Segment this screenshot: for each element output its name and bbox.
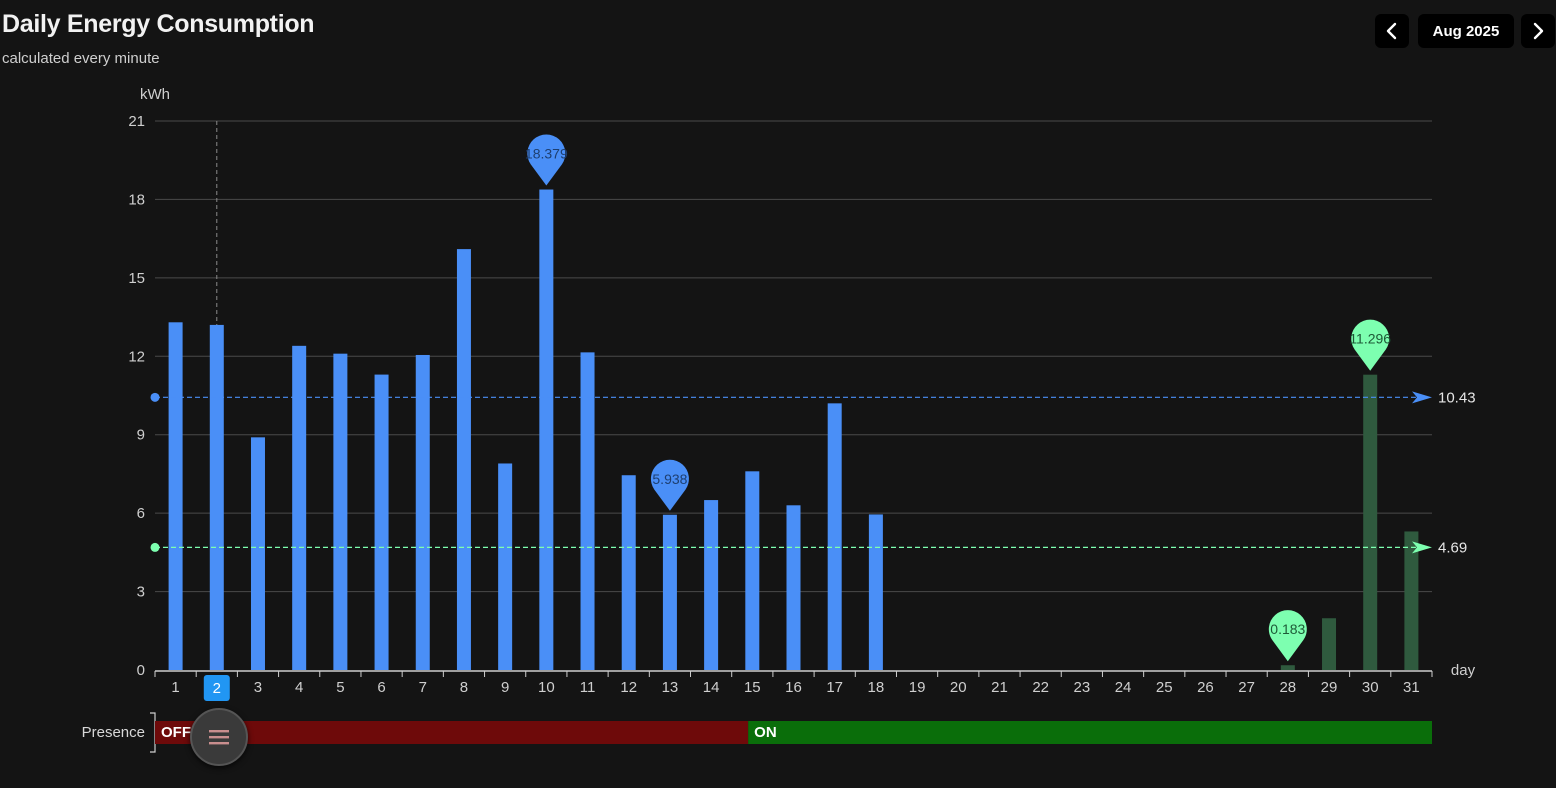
average-value-label: 10.43: [1438, 389, 1476, 406]
bar: [498, 463, 513, 670]
y-tick-label: 0: [137, 662, 145, 679]
x-tick-label: 30: [1362, 679, 1379, 696]
x-tick-label: 14: [703, 679, 720, 696]
bar: [786, 505, 801, 670]
bar: [168, 322, 183, 670]
marker-label: 0.183: [1270, 621, 1305, 637]
x-tick-label: 3: [254, 679, 262, 696]
x-tick-label: 15: [744, 679, 761, 696]
x-tick-label: 11: [580, 679, 596, 696]
y-tick-label: 21: [128, 113, 145, 130]
x-tick-label: 10: [538, 679, 555, 696]
average-line-arrow: [1412, 541, 1432, 554]
extreme-marker: 11.296: [1349, 319, 1391, 371]
selected-day-badge: [203, 675, 230, 701]
x-tick-label: 17: [826, 679, 843, 696]
bar: [209, 324, 224, 670]
bar: [415, 354, 430, 670]
x-tick-label: 19: [909, 679, 926, 696]
y-axis-label: kWh: [140, 86, 170, 103]
x-tick-label: 29: [1321, 679, 1338, 696]
y-tick-label: 3: [137, 584, 145, 601]
extreme-marker: 0.183: [1268, 610, 1307, 662]
x-tick-label: 12: [620, 679, 637, 696]
average-line-arrow: [1412, 391, 1432, 404]
prev-month-button[interactable]: [1375, 14, 1409, 48]
x-tick-label: 9: [501, 679, 509, 696]
y-tick-label: 6: [137, 505, 145, 522]
bar: [745, 471, 760, 670]
x-tick-label: 18: [868, 679, 885, 696]
marker-label: 18.379: [525, 146, 568, 162]
x-tick-label: 23: [1074, 679, 1091, 696]
bar: [1322, 618, 1337, 670]
x-tick-label: 28: [1279, 679, 1296, 696]
presence-state-label: OFF: [161, 724, 191, 741]
x-tick-label: 2: [213, 680, 221, 697]
x-tick-label: 5: [336, 679, 344, 696]
y-tick-label: 12: [128, 348, 145, 365]
extreme-marker: 18.379: [525, 134, 568, 186]
bar: [704, 500, 719, 670]
x-tick-label: 24: [1115, 679, 1132, 696]
bar: [1280, 665, 1295, 670]
bar: [1404, 531, 1419, 670]
marker-pin: [1268, 610, 1307, 662]
marker-label: 5.938: [652, 471, 687, 487]
next-month-button[interactable]: [1521, 14, 1555, 48]
bar: [868, 514, 883, 670]
bar: [456, 249, 471, 670]
x-tick-label: 4: [295, 679, 303, 696]
presence-label: Presence: [82, 724, 145, 741]
presence-segment: [155, 721, 749, 744]
x-tick-label: 1: [171, 679, 179, 696]
marker-pin: [527, 134, 566, 186]
presence-segment: [748, 721, 1432, 744]
x-tick-label: 27: [1238, 679, 1255, 696]
bar: [662, 514, 677, 670]
average-value-label: 4.69: [1438, 539, 1467, 556]
x-tick-label: 16: [785, 679, 802, 696]
bar: [250, 437, 265, 670]
bar: [621, 475, 636, 670]
presence-state-label: ON: [754, 724, 777, 741]
x-tick-label: 22: [1032, 679, 1049, 696]
extreme-marker: 5.938: [650, 459, 689, 511]
page-title: Daily Energy Consumption: [2, 10, 315, 38]
menu-icon: [209, 730, 229, 745]
bar: [333, 353, 348, 670]
x-tick-label: 25: [1156, 679, 1173, 696]
x-tick-label: 20: [950, 679, 967, 696]
bar: [539, 189, 554, 670]
x-tick-label: 8: [460, 679, 468, 696]
bar: [292, 345, 307, 670]
chevron-right-icon: [1533, 22, 1544, 40]
x-tick-label: 26: [1197, 679, 1214, 696]
bar: [374, 374, 389, 670]
y-tick-label: 15: [128, 270, 145, 287]
presence-bracket: [150, 712, 156, 753]
bar: [827, 403, 842, 670]
month-selector[interactable]: Aug 2025: [1418, 14, 1514, 48]
bar: [580, 352, 595, 670]
marker-pin: [1351, 319, 1390, 371]
x-tick-label: 21: [991, 679, 1008, 696]
page-subtitle: calculated every minute: [2, 50, 160, 67]
x-tick-label: 6: [377, 679, 385, 696]
x-axis-label: day: [1451, 662, 1476, 679]
y-tick-label: 9: [137, 427, 145, 444]
y-tick-label: 18: [128, 191, 145, 208]
chevron-left-icon: [1386, 22, 1397, 40]
x-tick-label: 7: [419, 679, 427, 696]
marker-pin: [650, 459, 689, 511]
x-tick-label: 31: [1403, 679, 1420, 696]
marker-label: 11.296: [1349, 331, 1391, 347]
x-tick-label: 13: [662, 679, 679, 696]
menu-button[interactable]: [190, 708, 248, 766]
bar: [1363, 374, 1378, 670]
